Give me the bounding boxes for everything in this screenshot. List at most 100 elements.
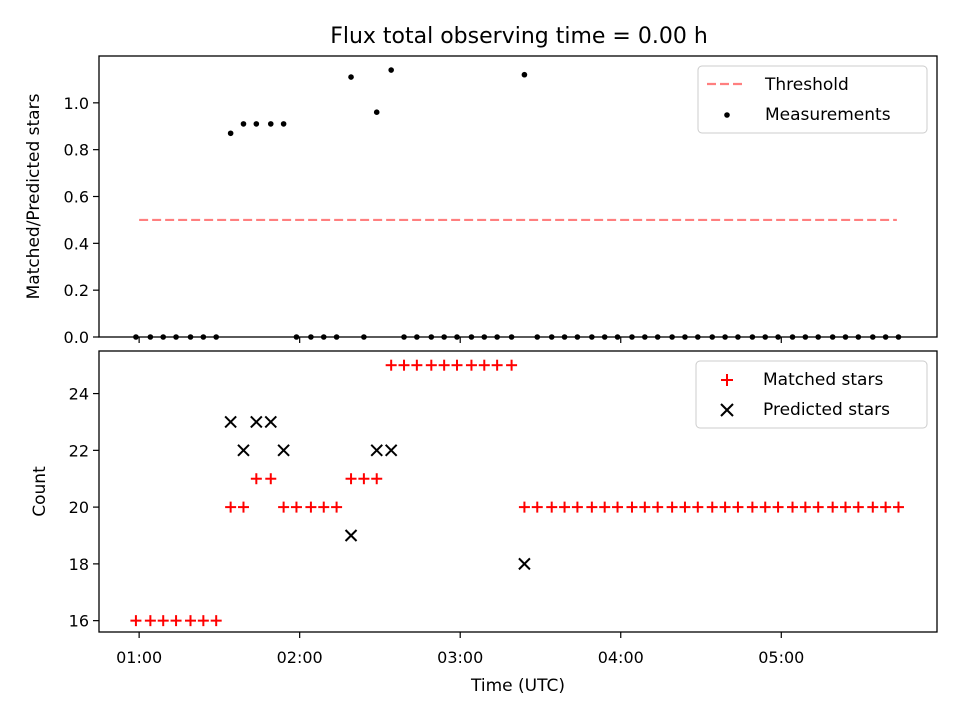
measurement-point <box>373 109 380 115</box>
y-tick-label: 0.4 <box>64 234 89 253</box>
matched-star-marker <box>666 501 678 513</box>
ratio-legend-box <box>697 65 928 134</box>
predicted-star-marker <box>344 529 358 542</box>
predicted-star-marker <box>250 415 263 429</box>
y-tick-label: 20 <box>69 498 89 517</box>
matched-star-marker <box>679 501 691 513</box>
predicted-star-marker <box>384 444 398 457</box>
matched-star-marker <box>652 501 664 513</box>
y-tick-label: 1.0 <box>64 94 89 113</box>
matched-star-marker <box>425 359 437 371</box>
measurement-point <box>240 121 247 127</box>
matched-star-marker <box>371 473 383 485</box>
measurement-point <box>348 74 354 80</box>
matched-star-marker <box>144 615 156 627</box>
legend-matched-label: Matched stars <box>763 370 883 390</box>
matched-star-marker <box>358 473 370 485</box>
matched-star-marker <box>626 501 638 513</box>
y-tick-label: 16 <box>69 612 89 631</box>
count-y-axis-label: Count <box>30 466 50 517</box>
matched-star-marker <box>839 501 851 513</box>
measurement-point <box>521 71 528 78</box>
matched-star-marker <box>157 615 169 627</box>
x-axis-label: Time (UTC) <box>470 676 565 696</box>
matched-star-marker <box>759 501 771 513</box>
ratio-y-axis-label: Matched/Predicted stars <box>24 93 44 299</box>
count-legend: Matched stars Predicted stars <box>695 360 928 429</box>
matched-star-marker <box>465 359 477 371</box>
matched-star-marker <box>880 501 892 513</box>
panel-ratio: 0.0 0.2 0.4 0.6 0.8 1.0 Matched/Predicted sta… <box>24 55 938 347</box>
matched-star-marker <box>210 615 222 627</box>
y-tick-label: 24 <box>69 385 89 404</box>
matched-star-marker <box>719 501 731 513</box>
legend-predicted-label: Predicted stars <box>763 400 890 420</box>
matched-star-marker <box>197 615 209 627</box>
measurement-point <box>267 121 274 127</box>
matched-star-marker <box>612 501 624 513</box>
predicted-star-marker <box>264 415 277 429</box>
y-tick-label: 0.6 <box>64 188 89 207</box>
x-tick-label: 04:00 <box>598 648 644 667</box>
matched-star-marker <box>411 359 423 371</box>
x-tick-label: 05:00 <box>758 648 804 667</box>
legend-threshold-label: Threshold <box>764 75 849 95</box>
matched-star-marker <box>772 501 784 513</box>
matched-star-marker <box>518 501 530 513</box>
matched-star-marker <box>250 473 262 485</box>
matched-star-marker <box>812 501 824 513</box>
matched-star-marker <box>170 615 182 627</box>
measurement-point <box>227 130 234 137</box>
matched-star-marker <box>385 359 397 371</box>
matched-star-marker <box>305 501 317 513</box>
count-legend-box <box>695 360 928 429</box>
matched-star-marker <box>318 501 330 513</box>
x-tick-label: 01:00 <box>116 648 162 667</box>
y-tick-label: 0.8 <box>64 141 89 160</box>
predicted-star-marker <box>518 557 531 571</box>
predicted-star-marker <box>277 444 290 457</box>
matched-star-marker <box>506 359 518 371</box>
matched-star-marker <box>290 501 302 513</box>
legend-measurements-swatch <box>724 112 730 118</box>
matched-star-marker <box>692 501 704 513</box>
y-tick-label: 22 <box>69 441 89 460</box>
matched-star-marker <box>478 359 490 371</box>
legend-measurements-label: Measurements <box>765 105 891 125</box>
matched-star-marker <box>265 473 277 485</box>
count-plot-area <box>130 359 904 627</box>
matched-star-marker <box>531 501 543 513</box>
matched-star-marker <box>787 501 799 513</box>
legend-predicted-swatch <box>720 403 734 417</box>
x-tick-label: 03:00 <box>437 648 483 667</box>
matched-star-marker <box>571 501 583 513</box>
matched-star-marker <box>586 501 598 513</box>
ratio-legend: Threshold Measurements <box>697 65 928 134</box>
legend-matched-swatch <box>721 374 733 386</box>
matched-star-marker <box>451 359 463 371</box>
x-tick-label: 02:00 <box>277 648 323 667</box>
ratio-x-axis <box>138 337 782 343</box>
predicted-star-marker <box>237 444 250 457</box>
count-y-axis: 16 18 20 22 24 <box>69 385 99 631</box>
count-x-axis: 01:00 02:00 03:00 04:00 05:00 <box>116 632 804 667</box>
y-tick-label: 0.2 <box>64 281 89 300</box>
matched-star-marker <box>331 501 343 513</box>
matched-star-marker <box>237 501 249 513</box>
matched-star-marker <box>546 501 558 513</box>
matched-star-marker <box>438 359 450 371</box>
matched-star-marker <box>130 615 142 627</box>
matched-star-marker <box>852 501 864 513</box>
matched-star-marker <box>278 501 290 513</box>
matched-star-marker <box>345 473 357 485</box>
matched-star-marker <box>599 501 611 513</box>
predicted-star-marker <box>370 444 383 457</box>
y-tick-label: 18 <box>69 555 89 574</box>
matched-star-marker <box>732 501 744 513</box>
matched-star-marker <box>867 501 879 513</box>
measurement-point <box>280 121 287 127</box>
matched-star-marker <box>827 501 839 513</box>
ratio-y-axis: 0.0 0.2 0.4 0.6 0.8 1.0 <box>64 94 99 347</box>
chart-title: Flux total observing time = 0.00 h <box>330 24 708 49</box>
